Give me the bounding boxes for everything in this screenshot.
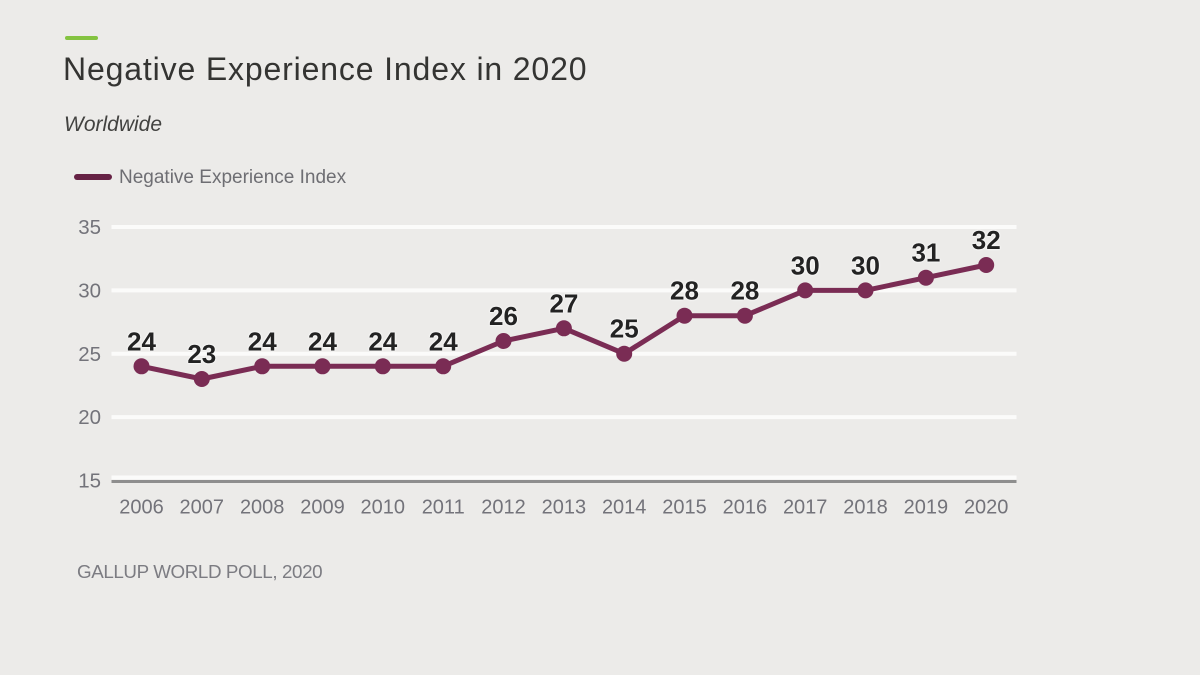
svg-text:2009: 2009 xyxy=(300,497,345,519)
svg-text:2011: 2011 xyxy=(422,497,465,519)
svg-text:2006: 2006 xyxy=(119,497,164,519)
svg-text:24: 24 xyxy=(308,326,337,356)
svg-text:24: 24 xyxy=(368,326,397,356)
svg-text:32: 32 xyxy=(972,225,1001,255)
svg-text:23: 23 xyxy=(187,339,216,369)
svg-text:30: 30 xyxy=(791,250,820,280)
svg-text:2013: 2013 xyxy=(542,497,587,519)
svg-text:28: 28 xyxy=(670,276,699,306)
svg-text:35: 35 xyxy=(78,216,101,239)
svg-text:2012: 2012 xyxy=(481,497,526,519)
svg-text:15: 15 xyxy=(78,470,101,493)
svg-text:2010: 2010 xyxy=(361,497,406,519)
svg-text:20: 20 xyxy=(78,406,101,429)
svg-text:24: 24 xyxy=(429,326,458,356)
svg-text:2007: 2007 xyxy=(180,497,225,519)
svg-text:28: 28 xyxy=(730,276,759,306)
svg-text:25: 25 xyxy=(610,314,639,344)
svg-text:2008: 2008 xyxy=(240,497,285,519)
svg-text:31: 31 xyxy=(911,238,940,268)
svg-text:30: 30 xyxy=(851,250,880,280)
svg-text:25: 25 xyxy=(78,343,101,366)
svg-text:2015: 2015 xyxy=(662,497,707,519)
svg-text:2018: 2018 xyxy=(843,497,888,519)
svg-text:24: 24 xyxy=(248,326,277,356)
svg-text:30: 30 xyxy=(78,279,101,302)
svg-text:2016: 2016 xyxy=(723,497,768,519)
svg-text:2019: 2019 xyxy=(904,497,949,519)
svg-text:2020: 2020 xyxy=(964,497,1009,519)
svg-text:26: 26 xyxy=(489,301,518,331)
svg-text:24: 24 xyxy=(127,326,156,356)
svg-text:2014: 2014 xyxy=(602,497,647,519)
svg-text:2017: 2017 xyxy=(783,497,828,519)
svg-text:27: 27 xyxy=(549,288,578,318)
